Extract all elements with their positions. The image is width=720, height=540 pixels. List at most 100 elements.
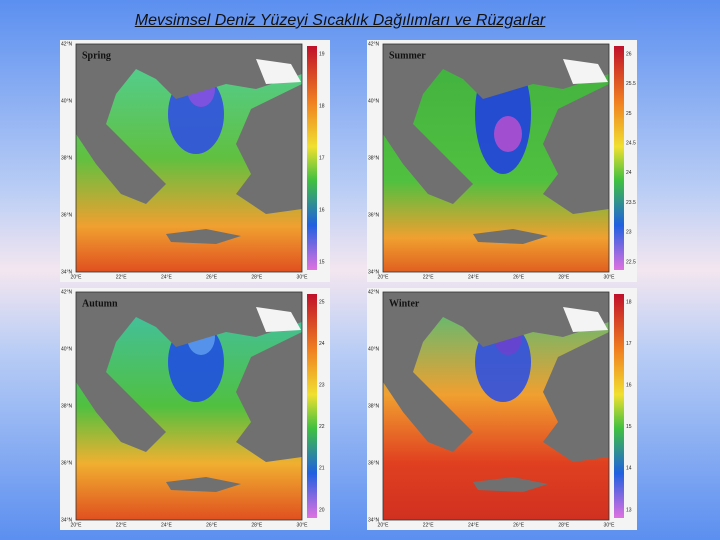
lon-label: 24°E xyxy=(468,274,480,280)
lon-label: 20°E xyxy=(378,522,390,528)
lat-label: 38°N xyxy=(61,155,73,161)
map-frame xyxy=(75,291,303,521)
land xyxy=(383,292,609,452)
lon-label: 24°E xyxy=(161,522,173,528)
land xyxy=(236,84,302,214)
colorbar-label: 15 xyxy=(319,259,325,265)
lon-label: 22°E xyxy=(116,274,128,280)
colorbar-label: 23 xyxy=(319,383,325,389)
season-label: Autumn xyxy=(82,298,118,309)
land xyxy=(76,292,302,452)
lon-label: 26°E xyxy=(513,522,525,528)
lat-label: 42°N xyxy=(368,289,380,295)
map-panel: Winter 42°N 40°N 38°N 36°N 34°N20°E 22°E 24°E 26… xyxy=(367,288,637,530)
lon-label: 26°E xyxy=(206,522,218,528)
colorbar-label: 18 xyxy=(626,299,632,305)
colorbar-label: 13 xyxy=(626,507,632,513)
lat-label: 40°N xyxy=(368,98,380,104)
lon-label: 30°E xyxy=(604,522,616,528)
map-panel: Summer 42°N 40°N 38°N 36°N 34°N20°E 22°E 24°E 26… xyxy=(367,40,637,282)
land xyxy=(256,59,301,84)
map-frame xyxy=(75,43,303,273)
lat-label: 42°N xyxy=(61,289,73,295)
map-frame xyxy=(382,291,610,521)
slide-title: Mevsimsel Deniz Yüzeyi Sıcaklık Dağılıml… xyxy=(134,12,546,29)
land xyxy=(473,229,548,244)
lon-label: 20°E xyxy=(71,274,83,280)
colorbar xyxy=(614,294,624,518)
map-panel: Spring 42°N 40°N 38°N 36°N 34°N20°E 22°E 24°E 26… xyxy=(60,40,330,282)
colorbar-label: 22 xyxy=(319,424,325,430)
land xyxy=(563,59,608,84)
lon-label: 30°E xyxy=(297,522,309,528)
colorbar-label: 22.5 xyxy=(626,259,636,265)
lon-label: 28°E xyxy=(251,274,263,280)
season-label: Summer xyxy=(389,50,426,61)
colorbar-label: 25 xyxy=(626,111,632,117)
map-frame xyxy=(382,43,610,273)
colorbar xyxy=(307,46,317,270)
lat-label: 34°N xyxy=(368,269,380,275)
land xyxy=(166,229,241,244)
lat-label: 36°N xyxy=(368,212,380,218)
lon-label: 20°E xyxy=(378,274,390,280)
lat-label: 42°N xyxy=(368,41,380,47)
colorbar-label: 19 xyxy=(319,51,325,57)
lon-label: 22°E xyxy=(423,522,435,528)
lat-label: 38°N xyxy=(61,403,73,409)
colorbar-label: 23 xyxy=(626,230,632,236)
colorbar-label: 24 xyxy=(319,341,325,347)
colorbar-label: 25 xyxy=(319,299,325,305)
colorbar-label: 15 xyxy=(626,424,632,430)
land xyxy=(563,307,608,332)
colorbar-label: 24 xyxy=(626,170,632,176)
colorbar-label: 16 xyxy=(319,207,325,213)
lat-label: 34°N xyxy=(368,517,380,523)
lat-label: 36°N xyxy=(61,212,73,218)
land xyxy=(76,44,302,204)
lat-label: 40°N xyxy=(368,346,380,352)
land xyxy=(473,477,548,492)
lon-label: 28°E xyxy=(558,274,570,280)
colorbar-label: 25.5 xyxy=(626,81,636,87)
lon-label: 30°E xyxy=(297,274,309,280)
cold-core xyxy=(494,116,522,152)
colorbar xyxy=(307,294,317,518)
land xyxy=(383,44,609,204)
lat-label: 38°N xyxy=(368,403,380,409)
colorbar-label: 18 xyxy=(319,103,325,109)
lat-label: 40°N xyxy=(61,98,73,104)
lon-label: 30°E xyxy=(604,274,616,280)
colorbar-label: 26 xyxy=(626,51,632,57)
land xyxy=(256,307,301,332)
season-label: Winter xyxy=(389,298,420,309)
colorbar-label: 21 xyxy=(319,466,325,472)
lon-label: 20°E xyxy=(71,522,83,528)
lon-label: 26°E xyxy=(206,274,218,280)
lon-label: 28°E xyxy=(558,522,570,528)
lon-label: 22°E xyxy=(423,274,435,280)
lat-label: 42°N xyxy=(61,41,73,47)
colorbar-label: 14 xyxy=(626,466,632,472)
land xyxy=(166,477,241,492)
land xyxy=(236,332,302,462)
lat-label: 38°N xyxy=(368,155,380,161)
colorbar-label: 17 xyxy=(319,155,325,161)
colorbar xyxy=(614,46,624,270)
lat-label: 36°N xyxy=(61,460,73,466)
land xyxy=(543,84,609,214)
land xyxy=(543,332,609,462)
map-panel: Autumn 42°N 40°N 38°N 36°N 34°N20°E 22°E 24°E 26… xyxy=(60,288,330,530)
lon-label: 24°E xyxy=(161,274,173,280)
lon-label: 28°E xyxy=(251,522,263,528)
colorbar-label: 24.5 xyxy=(626,140,636,146)
lat-label: 40°N xyxy=(61,346,73,352)
colorbar-label: 17 xyxy=(626,341,632,347)
colorbar-label: 20 xyxy=(319,507,325,513)
lon-label: 22°E xyxy=(116,522,128,528)
lat-label: 36°N xyxy=(368,460,380,466)
season-label: Spring xyxy=(82,50,111,61)
lon-label: 26°E xyxy=(513,274,525,280)
